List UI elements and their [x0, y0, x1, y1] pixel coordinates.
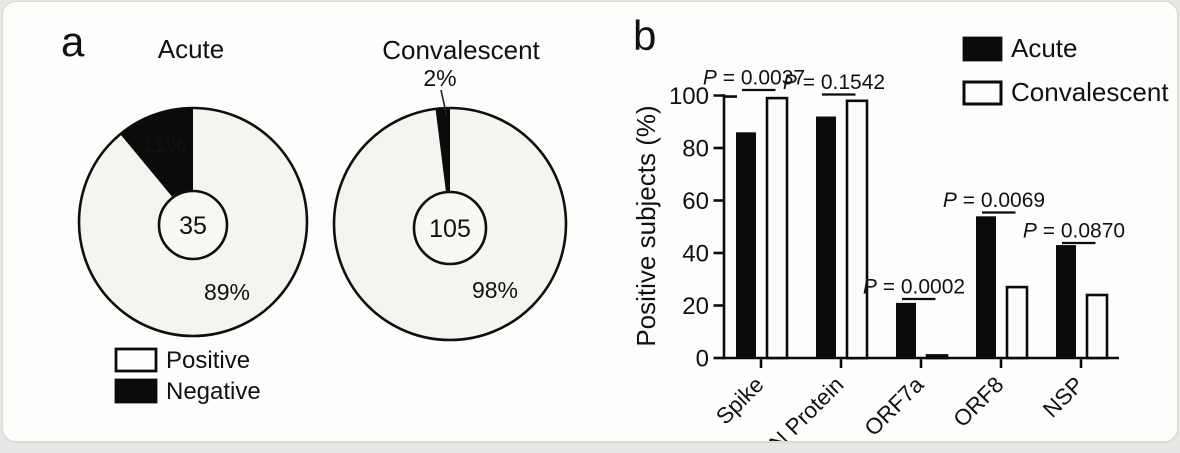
bar-acute-n-protein — [816, 116, 836, 358]
legend-swatch-negative — [114, 378, 158, 404]
legend-label-positive: Positive — [166, 347, 250, 374]
y-tick-label: 60 — [682, 188, 709, 215]
legend-label-negative: Negative — [166, 378, 261, 405]
bar-acute-orf8 — [976, 216, 996, 359]
legend-swatch-convalescent — [962, 80, 1003, 106]
legend-swatch-acute — [962, 36, 1003, 62]
x-category-label: NSP — [1038, 372, 1088, 422]
pie-acute-positive-pct-label: 89% — [204, 279, 250, 305]
y-tick-label: 100 — [669, 83, 709, 110]
figure-card: a b Acute Convalescent 11% 89% 35 2% 98%… — [2, 1, 1178, 442]
bar-convalescent-n-protein — [845, 99, 869, 360]
bar-convalescent-orf7a — [925, 354, 949, 360]
pie-negative-slice — [120, 108, 193, 222]
pie-convalescent-center-count: 105 — [429, 215, 471, 243]
x-category-label: ORF7a — [860, 372, 929, 441]
pie-acute-title: Acute — [158, 34, 225, 64]
bar-acute-orf7a — [896, 302, 916, 358]
pie-acute-negative-pct-label: 11% — [142, 131, 187, 157]
y-tick-label: 0 — [696, 346, 709, 373]
p-value-label: P = 0.0037 — [703, 67, 805, 90]
pie-charts-group — [77, 106, 568, 342]
pie-convalescent-title: Convalescent — [382, 35, 540, 65]
bar-convalescent-nsp — [1085, 293, 1109, 360]
legend-label-acute: Acute — [1011, 33, 1078, 63]
pct-leader-line — [440, 89, 448, 116]
pie-convalescent — [332, 106, 568, 342]
bar-legend: Acute Convalescent — [962, 33, 1169, 107]
pie-convalescent-negative-pct-label: 2% — [423, 65, 456, 91]
bar-chart-group: 0 20 40 60 80 100 Spike P = 0.0037 N Protein P = … — [669, 67, 1125, 442]
x-category-label: ORF8 — [948, 372, 1008, 432]
x-category-label: Spike — [711, 372, 768, 429]
bar-acute-nsp — [1056, 245, 1076, 358]
y-tick-label: 20 — [682, 293, 709, 320]
pie-legend: Positive Negative — [114, 347, 261, 405]
bar-convalescent-orf8 — [1005, 285, 1029, 360]
x-category-label: N Protein — [765, 372, 849, 441]
pie-center-circle — [412, 190, 488, 266]
p-value-label: P = 0.1542 — [783, 71, 885, 94]
pie-acute-center-count: 35 — [179, 212, 207, 240]
p-value-label: P = 0.0002 — [863, 276, 965, 299]
panel-a-label: a — [61, 18, 85, 65]
bar-acute-spike — [736, 132, 756, 359]
legend-swatch-positive — [114, 347, 158, 373]
pie-acute — [77, 106, 309, 338]
p-value-label: P = 0.0069 — [943, 189, 1045, 212]
panel-b-label: b — [633, 12, 656, 59]
y-tick-label: 80 — [682, 136, 709, 163]
p-value-label: P = 0.0870 — [1023, 220, 1125, 243]
pie-convalescent-positive-pct-label: 98% — [472, 277, 518, 303]
legend-label-convalescent: Convalescent — [1011, 77, 1169, 107]
bar-convalescent-spike — [765, 96, 789, 360]
pie-center-circle — [157, 189, 229, 261]
y-tick-label: 40 — [682, 241, 709, 268]
figure-svg: a b Acute Convalescent 11% 89% 35 2% 98%… — [61, 12, 1169, 442]
y-axis-title: Positive subjects (%) — [631, 105, 661, 346]
